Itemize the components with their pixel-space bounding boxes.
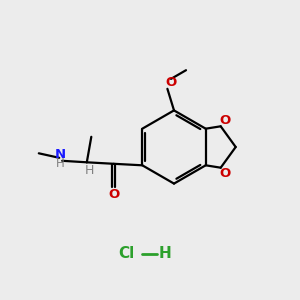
Text: O: O bbox=[165, 76, 177, 89]
Text: H: H bbox=[56, 157, 65, 170]
Text: N: N bbox=[55, 148, 66, 161]
Text: Cl: Cl bbox=[118, 246, 134, 261]
Text: O: O bbox=[219, 167, 230, 180]
Text: O: O bbox=[108, 188, 119, 201]
Text: H: H bbox=[159, 246, 171, 261]
Text: O: O bbox=[219, 114, 230, 127]
Text: H: H bbox=[85, 164, 94, 177]
